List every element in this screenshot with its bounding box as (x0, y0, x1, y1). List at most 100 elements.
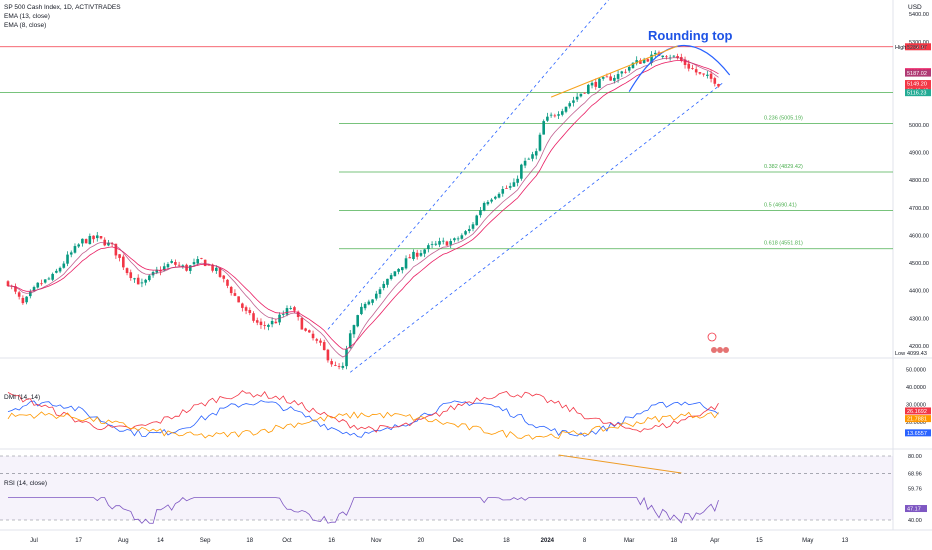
ema8-line (7, 57, 719, 358)
price-axis[interactable]: 5400.00 5300.00 5000.00 4900.00 4800.00 4700.… (895, 12, 931, 524)
candle (486, 201, 490, 205)
candle (590, 82, 594, 86)
candle (687, 63, 691, 69)
price-tag (905, 80, 931, 88)
candle (81, 238, 84, 244)
price-tick-label: 5300.00 (909, 40, 929, 46)
price-tag-label: 5116.23 (907, 91, 926, 97)
candle (14, 286, 17, 292)
candle (527, 158, 531, 160)
rsi-pane (0, 455, 893, 524)
ema13-legend[interactable]: EMA (13, close) (4, 13, 50, 20)
rounding-top-label[interactable]: Rounding top (648, 28, 733, 43)
rounding-top-arc (628, 44, 731, 92)
time-tick-label: 14 (157, 538, 164, 544)
fibonacci-retracement[interactable]: 0.236 (5005.19) 0.382 (4829.42) 0.5 (4690.… (0, 46, 893, 250)
price-tick-label: 4400.00 (909, 289, 929, 295)
candle (270, 320, 274, 325)
candle (616, 74, 620, 79)
candle (229, 286, 233, 294)
channel-lower-line (349, 83, 723, 373)
candle (553, 115, 557, 117)
candle (29, 291, 32, 297)
currency-label[interactable]: USD (908, 4, 922, 11)
candle (17, 292, 21, 297)
candle (215, 267, 218, 271)
candle (401, 267, 404, 271)
rsi-legend[interactable]: RSI (14, close) (4, 480, 47, 487)
candle (445, 241, 449, 246)
candle (289, 308, 293, 309)
time-tick-label: 15 (756, 538, 763, 544)
dmi-tag-label: 21.7881 (907, 417, 927, 423)
fib-level-label: 0.618 (4551.81) (764, 241, 803, 247)
candle (579, 93, 583, 97)
dmi-tick-label: 20.0000 (906, 420, 926, 426)
candle (84, 239, 88, 244)
candle (155, 269, 159, 273)
candle (505, 187, 508, 189)
trend-channel[interactable] (327, 0, 723, 373)
candle (676, 56, 679, 59)
candle (587, 84, 590, 94)
candle (334, 365, 337, 366)
rsi-tick-label: 40.00 (908, 518, 922, 524)
candle (148, 275, 151, 281)
candle (140, 282, 144, 284)
adx-line (7, 411, 719, 440)
time-tick-label: Nov (371, 538, 382, 544)
candle (200, 257, 203, 259)
candle (47, 278, 51, 280)
candle (274, 321, 278, 324)
candle (315, 339, 319, 341)
candle (174, 262, 177, 265)
candle (598, 78, 601, 88)
time-tick-label: May (802, 538, 813, 544)
candle (378, 289, 382, 295)
event-icon (707, 332, 717, 342)
symbol-title[interactable]: SP 500 Cash Index, 1D, ACTIVTRADES (4, 4, 121, 11)
candlestick-series (6, 50, 720, 370)
candle (188, 265, 192, 271)
dmi-legend[interactable]: DMI (14, 14) (4, 394, 41, 401)
ema8-legend[interactable]: EMA (8, close) (4, 22, 47, 29)
low-label: Low (895, 351, 905, 357)
grid (0, 0, 932, 531)
time-tick-label: Sep (200, 538, 211, 544)
chart-legend: SP 500 Cash Index, 1D, ACTIVTRADES EMA (… (4, 3, 121, 30)
candle (494, 196, 497, 199)
rsi-band (0, 456, 893, 520)
price-tag (905, 89, 931, 97)
drawings[interactable] (550, 44, 731, 474)
candle (453, 238, 456, 241)
candle (122, 256, 125, 268)
candle (523, 160, 527, 166)
candle (55, 270, 58, 273)
price-tag-label: 5282.17 (907, 45, 927, 51)
di-minus-line (7, 390, 719, 433)
high-value: 5280.97 (907, 45, 927, 51)
price-tick-label: 5000.00 (909, 123, 929, 129)
candle (694, 69, 698, 73)
candle (441, 240, 445, 242)
channel-upper-line (327, 0, 610, 330)
fib-level-label: 0.236 (5005.19) (764, 115, 803, 121)
dmi-tick-label: 50.0000 (906, 367, 926, 373)
candle (300, 318, 304, 330)
candle (635, 60, 638, 64)
candle (631, 62, 635, 69)
price-tag (905, 69, 931, 77)
candle (393, 271, 397, 277)
flag-icon (717, 347, 723, 353)
dmi-tag (905, 407, 931, 415)
candle (508, 186, 512, 188)
candle (691, 68, 694, 70)
candle (255, 320, 259, 323)
dmi-pane (7, 390, 719, 440)
price-tag (905, 43, 931, 51)
time-axis[interactable]: Jul 17 Aug 14 Sep 18 Oct 16 Nov 20 Dec 18 2024 8 Mar 18… (30, 538, 849, 544)
candle (207, 264, 211, 266)
candle (572, 100, 575, 103)
candle (73, 246, 77, 253)
